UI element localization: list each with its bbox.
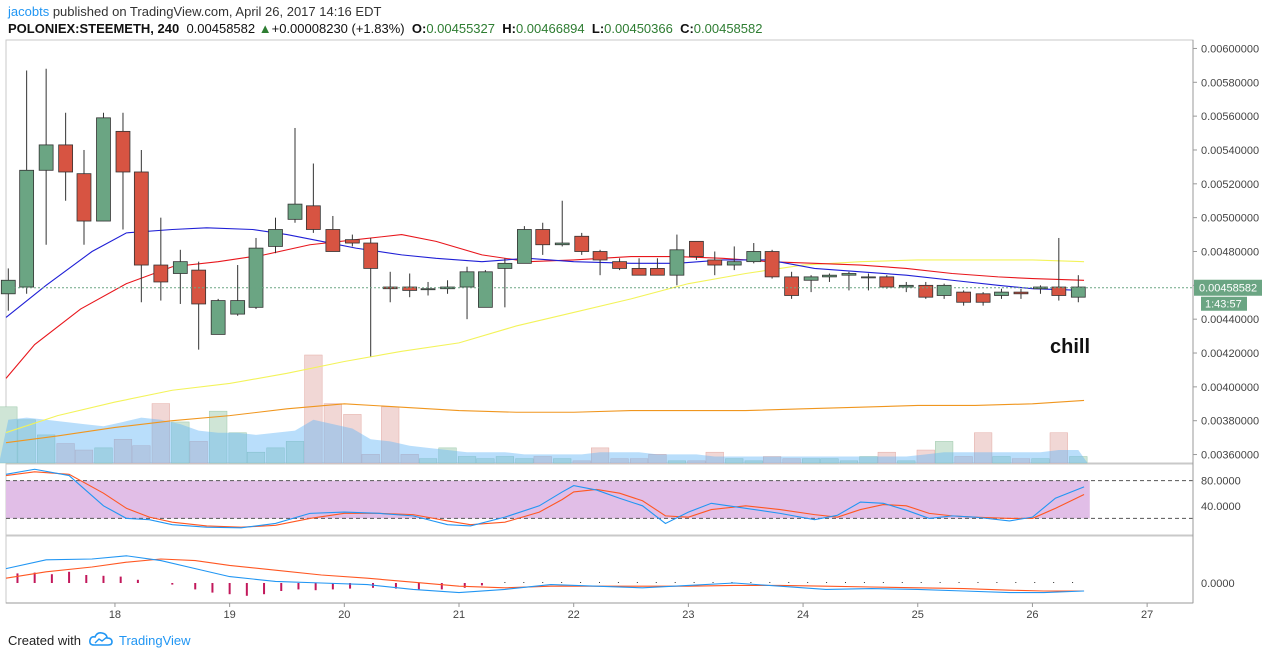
candle-body [97,118,111,221]
candle-body [269,230,283,247]
candle-body [650,268,664,275]
candle-body [20,170,34,287]
candle-body [116,131,130,172]
candle-body [861,277,875,278]
candle-body [460,272,474,287]
candle-body [995,292,1009,295]
candle-body [1,280,15,294]
candle-body [842,273,856,275]
stoch-tick-label: 40.0000 [1201,501,1241,513]
candle-body [1071,287,1085,297]
volume-bars [0,355,1087,463]
candle-body [364,243,378,268]
x-tick-label: 24 [797,609,809,621]
y-tick-label: 0.00500000 [1201,213,1259,225]
candle-body [575,236,589,251]
y-tick-label: 0.00420000 [1201,348,1259,360]
candle-body [306,206,320,230]
candle-body [613,262,627,269]
candle-body [134,172,148,265]
candle-body [421,289,435,290]
tradingview-cloud-icon [89,632,113,649]
candle-body [326,230,340,252]
candle-body [231,301,245,315]
x-tick-label: 18 [109,609,121,621]
candle-body [1052,287,1066,295]
macd-tick-label: 0.0000 [1201,578,1235,590]
candle-body [288,204,302,219]
y-tick-label: 0.00540000 [1201,145,1259,157]
axes: 0.00600000 0.00580000 0.00560000 0.00540000… [6,40,1262,621]
candle-body [765,252,779,277]
y-tick-label: 0.00600000 [1201,43,1259,55]
created-with-text: Created with [8,633,81,648]
y-tick-label: 0.00380000 [1201,416,1259,428]
candle-body [670,250,684,275]
footer: Created with TradingView [8,632,191,649]
candle-body [919,285,933,297]
y-tick-label: 0.00440000 [1201,314,1259,326]
candle-body [555,243,569,245]
y-tick-label: 0.00520000 [1201,179,1259,191]
x-tick-label: 20 [338,609,350,621]
x-tick-label: 21 [453,609,465,621]
candle-body [77,174,91,221]
macd-line [6,556,1084,593]
candle-body [59,145,73,172]
candle-body [957,292,971,302]
candle-body [880,277,894,287]
macd-signal-line [6,559,1084,591]
x-tick-label: 19 [224,609,236,621]
y-tick-label: 0.00580000 [1201,77,1259,89]
candle-body [976,294,990,302]
y-tick-label: 0.00480000 [1201,247,1259,259]
y-tick-label: 0.00360000 [1201,450,1259,462]
y-tick-label: 0.00400000 [1201,382,1259,394]
x-tick-label: 27 [1141,609,1153,621]
macd-pane: 0.0000 [6,556,1235,596]
candle-body [1014,292,1028,294]
candle-body [747,252,761,262]
volume-ma-area [0,418,1087,463]
candle-body [211,301,225,335]
candle-body [536,230,550,245]
stoch-tick-label: 80.0000 [1201,476,1241,488]
x-tick-label: 23 [682,609,694,621]
candle-body [804,277,818,280]
y-tick-label: 0.00560000 [1201,111,1259,123]
stochastic-pane: 80.0000 40.0000 [6,469,1241,528]
candle-body [498,263,512,268]
candle-body [478,272,492,308]
candle-body [937,285,951,295]
candle-body [632,268,646,275]
candle-body [785,277,799,296]
x-tick-label: 22 [568,609,580,621]
candle-body [249,248,263,307]
last-price-label: 0.00458582 [1199,283,1257,295]
candle-body [345,240,359,243]
candle-body [727,262,741,265]
tradingview-link[interactable]: TradingView [119,633,191,648]
candle-body [708,260,722,265]
candle-body [192,270,206,304]
candle-body [689,241,703,256]
ma-red-line [6,235,1084,379]
candles [1,69,1085,357]
candle-body [822,275,836,277]
candle-body [39,145,53,170]
candle-body [517,230,531,264]
countdown-label: 1:43:57 [1205,299,1242,311]
x-tick-label: 26 [1026,609,1038,621]
candle-body [154,265,168,282]
candle-body [899,285,913,287]
candle-body [173,262,187,274]
candle-body [593,252,607,260]
annotation-text[interactable]: chill [1050,336,1090,358]
x-tick-label: 25 [912,609,924,621]
